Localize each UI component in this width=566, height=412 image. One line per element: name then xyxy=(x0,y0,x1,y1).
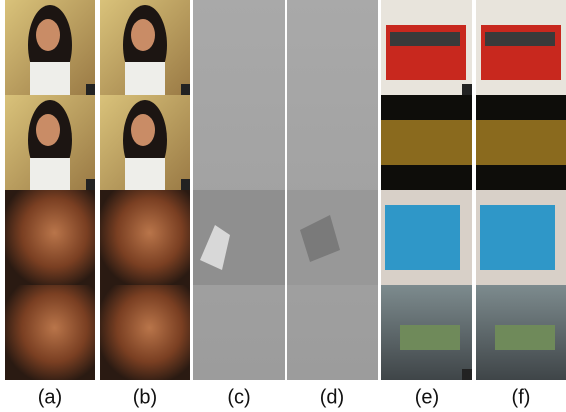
column-label: (f) xyxy=(512,386,531,408)
column-a-b xyxy=(5,0,190,380)
column-e-f xyxy=(381,0,566,380)
column-label: (e) xyxy=(415,386,439,408)
column-label: (a) xyxy=(38,386,62,408)
column-label: (d) xyxy=(320,386,344,408)
column-c-d xyxy=(193,0,378,380)
column-label: (b) xyxy=(133,386,157,408)
column-labels: (a) (b) (c) (d) (e) (f) xyxy=(38,386,531,408)
image-grid xyxy=(5,0,566,380)
column-label: (c) xyxy=(227,386,250,408)
